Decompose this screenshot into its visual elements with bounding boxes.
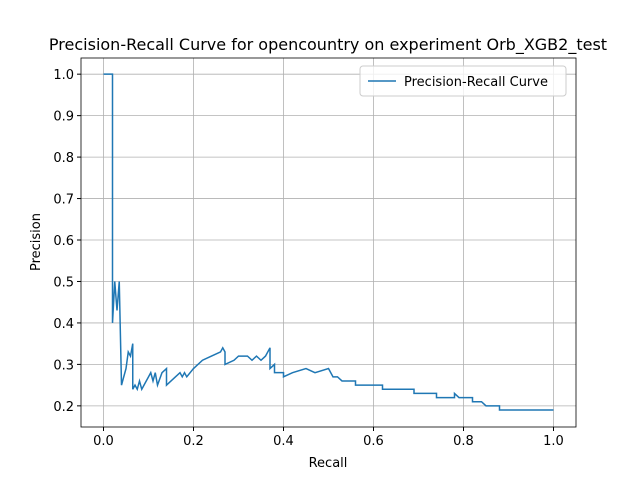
y-tick-label: 0.4: [53, 317, 74, 332]
x-tick-label: 0.6: [363, 434, 384, 449]
x-tick-label: 0.4: [273, 434, 294, 449]
y-tick-label: 0.5: [53, 275, 74, 290]
plot-frame: [80, 57, 577, 428]
series-line: [103, 73, 554, 411]
y-axis-label: Precision: [29, 213, 44, 271]
x-tick-label: 0.0: [93, 434, 114, 449]
y-tick-label: 0.8: [53, 151, 74, 166]
y-tick-label: 0.7: [53, 193, 74, 208]
legend-box: [359, 65, 567, 97]
x-tick-label: 1.0: [543, 434, 564, 449]
y-tick-label: 0.2: [53, 400, 74, 415]
x-axis-label: Recall: [309, 456, 348, 471]
x-tick-label: 0.8: [453, 434, 474, 449]
y-tick-label: 0.6: [53, 234, 74, 249]
x-tick-label: 0.2: [183, 434, 204, 449]
y-tick-label: 1.0: [53, 68, 74, 83]
chart-title: Precision-Recall Curve for opencountry o…: [49, 35, 607, 55]
y-tick-label: 0.9: [53, 110, 74, 125]
legend-label: Precision-Recall Curve: [404, 75, 548, 90]
y-tick-label: 0.3: [53, 358, 74, 373]
